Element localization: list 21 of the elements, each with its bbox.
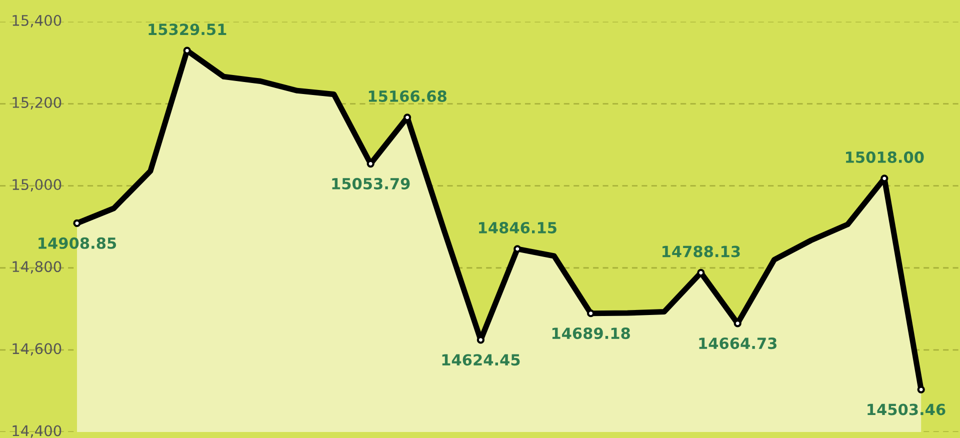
data-label: 15018.00 xyxy=(846,151,924,163)
y-tick-label: 15,200 xyxy=(12,96,62,110)
data-label: 14689.18 xyxy=(552,328,630,340)
data-label: 15329.51 xyxy=(148,24,226,36)
point xyxy=(514,245,522,253)
y-tick-label: 15,000 xyxy=(12,179,62,192)
y-tick-label: 14,600 xyxy=(12,343,62,356)
point xyxy=(73,219,81,228)
data-label: 15053.79 xyxy=(332,178,410,190)
point xyxy=(917,386,925,394)
data-label: 14908.85 xyxy=(38,237,116,249)
y-tick-label: 14,400 xyxy=(12,425,62,438)
y-tick-label: 15,400 xyxy=(12,14,62,28)
data-label: 14788.13 xyxy=(662,246,740,258)
data-label: 14664.73 xyxy=(699,338,776,350)
y-tick-label: 14,800 xyxy=(12,261,62,274)
data-label: 14846.15 xyxy=(479,222,556,234)
data-label: 14503.46 xyxy=(868,404,946,416)
data-label: 15166.68 xyxy=(368,90,446,102)
point xyxy=(586,310,595,318)
data-label: 14624.45 xyxy=(442,354,520,366)
